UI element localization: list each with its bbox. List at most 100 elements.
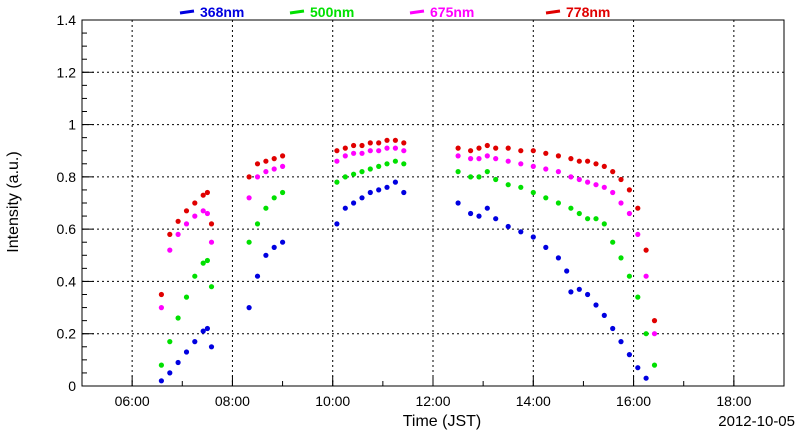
point-778nm-17 bbox=[367, 140, 373, 146]
series-675nm bbox=[158, 145, 658, 337]
point-778nm-13 bbox=[334, 148, 340, 154]
point-368nm-15 bbox=[351, 200, 357, 206]
point-500nm-30 bbox=[543, 195, 549, 201]
point-778nm-34 bbox=[585, 158, 591, 164]
legend-label: 500nm bbox=[310, 4, 354, 20]
point-500nm-27 bbox=[505, 182, 511, 188]
point-675nm-21 bbox=[401, 148, 407, 154]
point-500nm-18 bbox=[376, 163, 382, 169]
point-675nm-16 bbox=[359, 150, 365, 156]
point-675nm-28 bbox=[518, 161, 524, 167]
point-675nm-30 bbox=[543, 166, 549, 172]
point-368nm-3 bbox=[183, 349, 190, 355]
point-675nm-6 bbox=[204, 210, 210, 217]
point-675nm-37 bbox=[610, 189, 616, 196]
legend: 368nm 500nm 675nm 778nm bbox=[179, 4, 610, 20]
y-axis-ticks: 0 0.2 0.4 0.6 0.8 1 1.2 1.4 bbox=[57, 12, 94, 394]
point-778nm-1 bbox=[167, 231, 173, 237]
point-500nm-6 bbox=[204, 257, 210, 264]
point-778nm-2 bbox=[175, 218, 181, 224]
y-tick-label: 0.4 bbox=[57, 273, 77, 289]
point-500nm-12 bbox=[280, 189, 286, 196]
point-675nm-10 bbox=[263, 169, 269, 175]
point-500nm-4 bbox=[192, 273, 198, 279]
point-368nm-27 bbox=[505, 223, 511, 230]
point-675nm-22 bbox=[455, 153, 461, 159]
legend-swatch bbox=[409, 9, 425, 15]
point-778nm-30 bbox=[543, 150, 549, 156]
point-675nm-35 bbox=[593, 182, 599, 188]
point-500nm-31 bbox=[555, 200, 562, 206]
point-675nm-23 bbox=[468, 156, 474, 162]
point-778nm-23 bbox=[468, 148, 474, 154]
point-778nm-35 bbox=[593, 161, 599, 167]
point-778nm-40 bbox=[635, 205, 641, 211]
point-500nm-3 bbox=[183, 294, 190, 300]
legend-label: 368nm bbox=[200, 4, 244, 20]
point-675nm-32 bbox=[568, 174, 574, 180]
y-tick-label: 0.6 bbox=[57, 221, 77, 237]
point-368nm-2 bbox=[175, 359, 181, 366]
point-500nm-25 bbox=[484, 169, 490, 175]
point-778nm-31 bbox=[555, 153, 562, 159]
point-368nm-42 bbox=[643, 375, 649, 381]
point-778nm-25 bbox=[484, 142, 490, 149]
point-778nm-33 bbox=[576, 158, 582, 164]
point-675nm-11 bbox=[271, 166, 277, 172]
point-675nm-15 bbox=[351, 150, 357, 156]
point-675nm-26 bbox=[493, 156, 499, 162]
y-tick-label: 1.2 bbox=[57, 64, 77, 80]
point-368nm-8 bbox=[246, 305, 252, 311]
point-778nm-32 bbox=[568, 156, 574, 162]
point-778nm-14 bbox=[342, 145, 348, 151]
point-778nm-22 bbox=[455, 145, 461, 151]
point-778nm-8 bbox=[246, 174, 252, 180]
point-368nm-35 bbox=[585, 291, 591, 298]
y-tick-label: 1 bbox=[68, 117, 76, 133]
point-500nm-22 bbox=[455, 169, 461, 175]
point-675nm-38 bbox=[618, 200, 624, 206]
x-tick-label: 06:00 bbox=[115, 393, 150, 409]
point-500nm-7 bbox=[208, 284, 215, 290]
point-368nm-38 bbox=[610, 325, 616, 332]
point-500nm-40 bbox=[635, 294, 641, 300]
point-675nm-9 bbox=[254, 174, 261, 180]
point-675nm-14 bbox=[342, 153, 348, 159]
point-675nm-39 bbox=[626, 210, 633, 217]
point-368nm-14 bbox=[342, 205, 348, 211]
point-675nm-2 bbox=[175, 231, 181, 237]
point-368nm-10 bbox=[263, 252, 269, 258]
point-368nm-5 bbox=[200, 328, 206, 334]
x-axis-title: Time (JST) bbox=[403, 413, 482, 430]
point-778nm-4 bbox=[192, 200, 198, 206]
point-778nm-9 bbox=[254, 161, 261, 167]
x-tick-label: 16:00 bbox=[616, 393, 651, 409]
point-368nm-39 bbox=[618, 339, 624, 345]
point-778nm-36 bbox=[601, 163, 607, 169]
point-500nm-32 bbox=[568, 205, 574, 211]
point-675nm-8 bbox=[246, 195, 252, 201]
point-778nm-6 bbox=[204, 189, 210, 196]
point-778nm-26 bbox=[493, 145, 499, 151]
point-675nm-42 bbox=[651, 331, 658, 337]
point-675nm-1 bbox=[167, 247, 173, 253]
point-368nm-20 bbox=[392, 179, 398, 185]
point-500nm-5 bbox=[200, 260, 206, 266]
legend-label: 675nm bbox=[430, 4, 474, 20]
point-500nm-16 bbox=[359, 169, 365, 175]
point-500nm-2 bbox=[175, 315, 181, 321]
point-368nm-19 bbox=[384, 184, 390, 190]
point-778nm-3 bbox=[183, 208, 190, 214]
point-500nm-37 bbox=[610, 239, 616, 245]
y-tick-label: 1.4 bbox=[57, 12, 77, 28]
point-500nm-38 bbox=[618, 255, 624, 261]
x-tick-label: 12:00 bbox=[415, 393, 450, 409]
point-500nm-8 bbox=[246, 239, 252, 245]
point-368nm-34 bbox=[576, 286, 582, 292]
point-500nm-33 bbox=[576, 210, 582, 217]
x-tick-label: 10:00 bbox=[315, 393, 350, 409]
point-500nm-10 bbox=[263, 205, 269, 211]
point-675nm-4 bbox=[192, 213, 198, 219]
